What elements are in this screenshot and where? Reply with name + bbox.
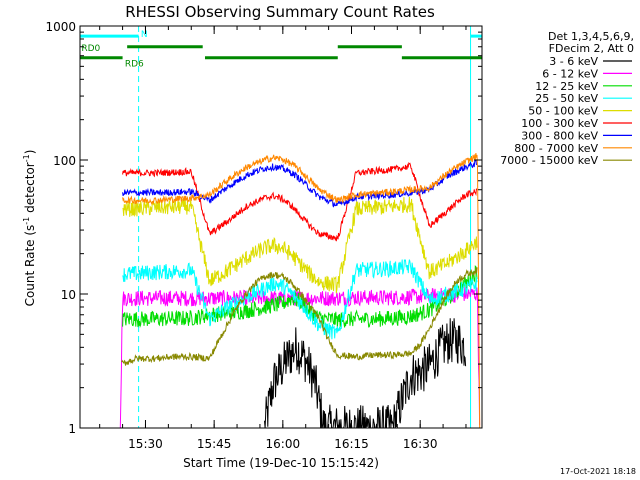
- legend-header-2: FDecim 2, Att 0: [549, 42, 634, 55]
- y-label-main: Count Rate (s: [23, 225, 37, 307]
- legend-label-9: 7000 - 15000 keV: [500, 154, 598, 167]
- y-tick-label-1: 1: [68, 422, 76, 436]
- y-label-exp1: -1: [22, 217, 31, 225]
- y-label-mid: detector: [23, 162, 37, 217]
- series-line-8: [122, 152, 481, 428]
- y-label-exp2: -1: [22, 154, 31, 162]
- y-axis: 1 10 100 1000: [45, 20, 482, 436]
- legend-label-8: 800 - 7000 keV: [514, 142, 598, 155]
- x-tick-label-1: 15:30: [128, 437, 163, 451]
- plot-frame: [79, 25, 483, 429]
- footer-timestamp: 17-Oct-2021 18:18: [560, 467, 636, 476]
- flag-label-rd0: RD0: [81, 44, 100, 54]
- legend-header-1: Det 1,3,4,5,6,9,: [548, 30, 634, 43]
- flag-label-n: N: [141, 30, 148, 40]
- legend-label-7: 300 - 800 keV: [521, 129, 598, 142]
- y-tick-label-3: 100: [53, 154, 76, 168]
- legend: Det 1,3,4,5,6,9, FDecim 2, Att 0 3 - 6 k…: [500, 30, 634, 167]
- y-tick-label-2: 10: [61, 288, 76, 302]
- plot-area: N RD0 RD6: [80, 26, 482, 428]
- series-line-4: [122, 258, 478, 340]
- legend-label-4: 25 - 50 keV: [535, 92, 598, 105]
- legend-label-5: 50 - 100 keV: [528, 105, 598, 118]
- series-line-1: [264, 318, 467, 428]
- x-tick-label-4: 16:15: [334, 437, 369, 451]
- legend-label-3: 12 - 25 keV: [535, 80, 598, 93]
- y-axis-label: Count Rate (s-1 detector-1): [22, 150, 37, 307]
- series-line-9: [121, 267, 478, 366]
- y-label-end: ): [23, 150, 37, 155]
- x-tick-label-5: 16:30: [403, 437, 438, 451]
- x-axis: 15:30 15:45 16:00 16:15 16:30: [99, 26, 467, 451]
- legend-label-2: 6 - 12 keV: [542, 67, 598, 80]
- plot-contents: N RD0 RD6: [80, 26, 482, 428]
- flag-label-rd6: RD6: [125, 60, 144, 70]
- x-tick-label-3: 16:00: [266, 437, 301, 451]
- series-line-7: [122, 159, 478, 208]
- x-axis-label: Start Time (19-Dec-10 15:15:42): [183, 456, 379, 470]
- chart-title: RHESSI Observing Summary Count Rates: [125, 3, 435, 21]
- x-tick-label-2: 15:45: [197, 437, 232, 451]
- legend-label-1: 3 - 6 keV: [549, 55, 598, 68]
- series-line-5: [122, 196, 478, 294]
- legend-label-6: 100 - 300 keV: [521, 117, 598, 130]
- y-tick-label-4: 1000: [45, 20, 76, 34]
